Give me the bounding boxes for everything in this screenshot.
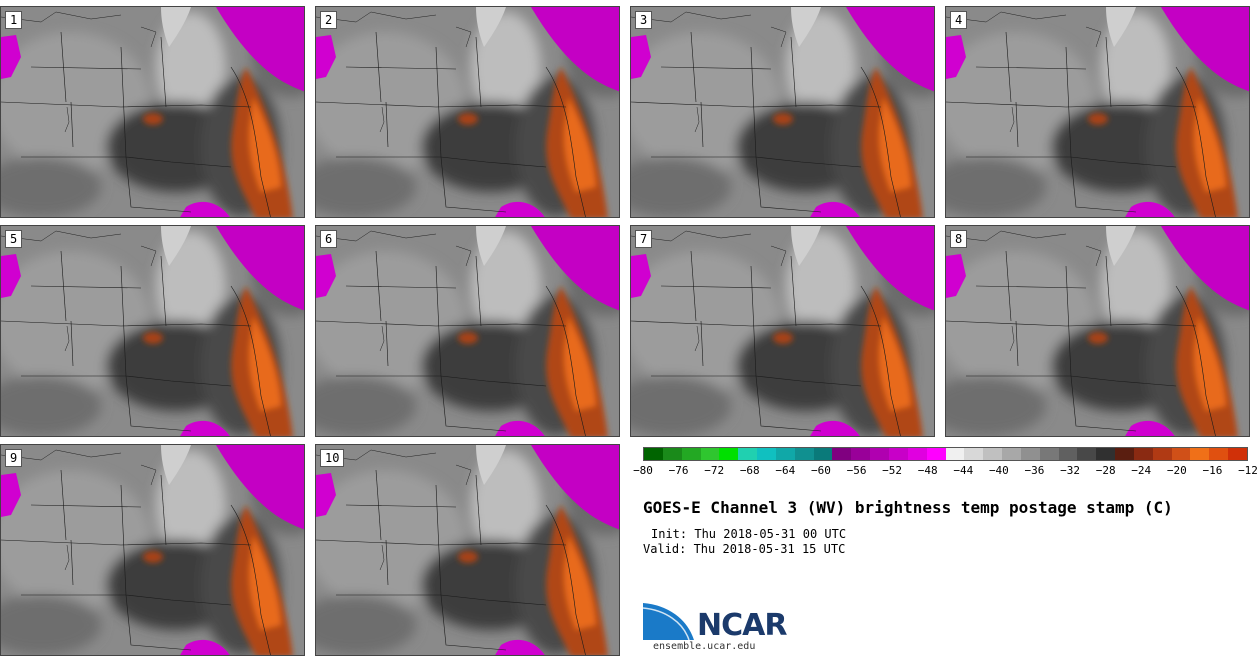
colorbar-tick-label: −52	[882, 464, 902, 477]
colorbar-tick-label: −44	[953, 464, 973, 477]
map-panel-6: 6	[315, 225, 620, 437]
colorbar-swatch	[983, 448, 1002, 460]
ensemble-url: ensemble.ucar.edu	[653, 641, 755, 652]
wv-map	[316, 226, 620, 437]
panel-number: 6	[320, 230, 337, 248]
colorbar-swatch	[946, 448, 965, 460]
wv-map	[316, 7, 620, 218]
wv-map	[946, 226, 1250, 437]
colorbar-swatch	[644, 448, 663, 460]
colorbar-swatch	[1077, 448, 1096, 460]
colorbar-swatch	[719, 448, 738, 460]
colorbar-tick-label: −80	[633, 464, 653, 477]
colorbar-tick-label: −56	[847, 464, 867, 477]
colorbar-tick-label: −36	[1025, 464, 1045, 477]
colorbar-swatch	[927, 448, 946, 460]
colorbar-swatch	[1172, 448, 1191, 460]
wv-map	[1, 226, 305, 437]
colorbar-tick-label: −28	[1096, 464, 1116, 477]
map-panel-2: 2	[315, 6, 620, 218]
colorbar-swatch	[908, 448, 927, 460]
colorbar-swatch	[701, 448, 720, 460]
colorbar-swatch	[1059, 448, 1078, 460]
colorbar-tick-label: −64	[775, 464, 795, 477]
colorbar-swatch	[1002, 448, 1021, 460]
colorbar-swatch	[1021, 448, 1040, 460]
colorbar-swatch	[1209, 448, 1228, 460]
colorbar-tick-label: −68	[740, 464, 760, 477]
colorbar	[643, 447, 1248, 461]
panel-number: 1	[5, 11, 22, 29]
colorbar-tick-label: −32	[1060, 464, 1080, 477]
colorbar-swatch	[851, 448, 870, 460]
colorbar-tick-label: −12	[1238, 464, 1258, 477]
colorbar-swatch	[1115, 448, 1134, 460]
colorbar-swatch	[663, 448, 682, 460]
colorbar-swatch	[682, 448, 701, 460]
panel-number: 7	[635, 230, 652, 248]
colorbar-tick-label: −40	[989, 464, 1009, 477]
map-panel-4: 4	[945, 6, 1250, 218]
map-panel-3: 3	[630, 6, 935, 218]
map-panel-8: 8	[945, 225, 1250, 437]
valid-time: Valid: Thu 2018-05-31 15 UTC	[643, 542, 845, 556]
colorbar-swatch	[964, 448, 983, 460]
figure-title: GOES-E Channel 3 (WV) brightness temp po…	[643, 498, 1173, 517]
ncar-logo-text: NCAR	[697, 608, 786, 643]
map-panel-1: 1	[0, 6, 305, 218]
wv-map	[1, 445, 305, 656]
wv-map	[316, 445, 620, 656]
wv-map	[946, 7, 1250, 218]
colorbar-swatch	[738, 448, 757, 460]
colorbar-tick-label: −76	[669, 464, 689, 477]
colorbar-tick-label: −20	[1167, 464, 1187, 477]
colorbar-swatch	[1228, 448, 1247, 460]
colorbar-swatch	[1040, 448, 1059, 460]
colorbar-tick-label: −48	[918, 464, 938, 477]
wv-map	[1, 7, 305, 218]
map-panel-7: 7	[630, 225, 935, 437]
colorbar-swatch	[832, 448, 851, 460]
panel-number: 10	[320, 449, 344, 467]
map-panel-5: 5	[0, 225, 305, 437]
colorbar-swatch	[1134, 448, 1153, 460]
panel-number: 4	[950, 11, 967, 29]
colorbar-swatch	[795, 448, 814, 460]
colorbar-tick-label: −72	[704, 464, 724, 477]
init-time: Init: Thu 2018-05-31 00 UTC	[651, 527, 846, 541]
map-panel-9: 9	[0, 444, 305, 656]
panel-number: 9	[5, 449, 22, 467]
panel-number: 8	[950, 230, 967, 248]
wv-map	[631, 226, 935, 437]
colorbar-swatch	[814, 448, 833, 460]
colorbar-swatch	[1153, 448, 1172, 460]
colorbar-swatch	[1190, 448, 1209, 460]
colorbar-ticks: −80 −76 −72 −68 −64 −60 −56 −52 −48 −44 −40 −36 −32−…	[643, 464, 1248, 484]
colorbar-tick-label: −16	[1202, 464, 1222, 477]
colorbar-swatch	[776, 448, 795, 460]
colorbar-swatch	[889, 448, 908, 460]
colorbar-swatch	[870, 448, 889, 460]
panel-number: 3	[635, 11, 652, 29]
colorbar-tick-label: −60	[811, 464, 831, 477]
panel-number: 2	[320, 11, 337, 29]
map-panel-10: 10	[315, 444, 620, 656]
colorbar-swatch	[1096, 448, 1115, 460]
panel-number: 5	[5, 230, 22, 248]
colorbar-swatch	[757, 448, 776, 460]
wv-map	[631, 7, 935, 218]
colorbar-tick-label: −24	[1131, 464, 1151, 477]
